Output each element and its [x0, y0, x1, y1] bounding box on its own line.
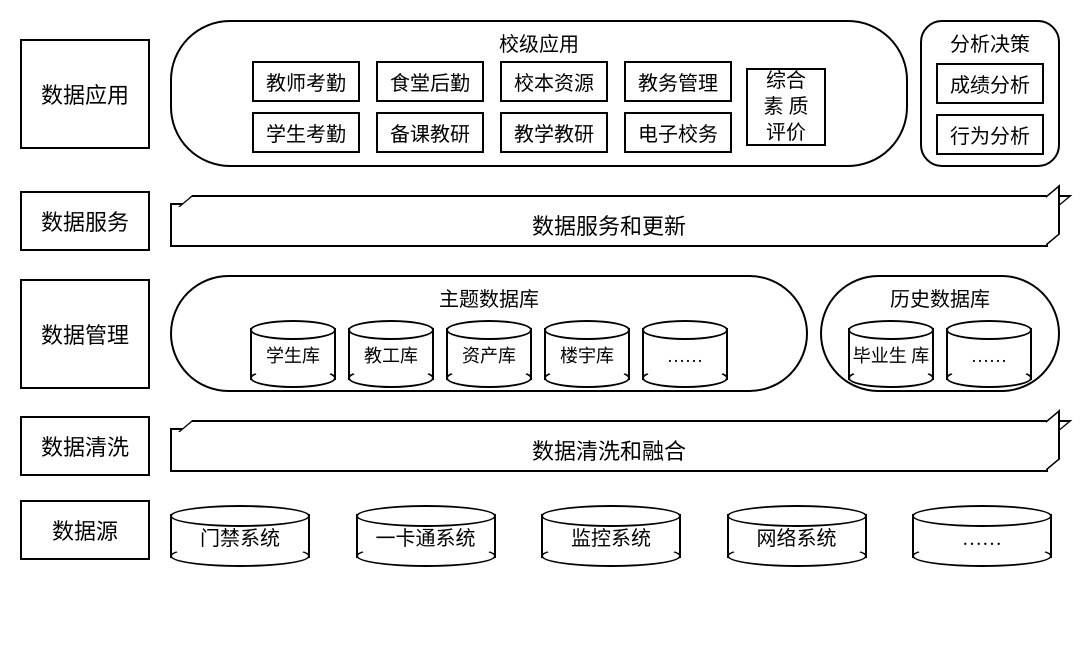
db-label: 毕业生 库: [853, 341, 930, 367]
app-box: 备课教研: [376, 112, 484, 153]
cleaning-bar: 数据清洗和融合: [170, 428, 1048, 472]
db-label: ……: [971, 341, 1007, 367]
source-label: ……: [962, 522, 1002, 550]
layer-label-application: 数据应用: [20, 39, 150, 149]
topic-db-group: 主题数据库 学生库 教工库 资产库 楼宇库 ……: [170, 275, 808, 392]
source-row: 门禁系统 一卡通系统 监控系统 网络系统 ……: [170, 502, 1060, 558]
school-app-title: 校级应用: [499, 28, 579, 57]
layer-label-management: 数据管理: [20, 279, 150, 389]
cleaning-bar-text: 数据清洗和融合: [532, 434, 686, 466]
history-db-group: 历史数据库 毕业生 库 ……: [820, 275, 1060, 392]
analysis-box: 成绩分析: [936, 63, 1044, 104]
source-label: 监控系统: [571, 522, 651, 550]
db-cylinder: 资产库: [446, 328, 532, 380]
source-label: 网络系统: [757, 522, 837, 550]
history-db-title: 历史数据库: [890, 283, 990, 312]
app-box: 教师考勤: [252, 61, 360, 102]
architecture-diagram: 数据应用 校级应用 教师考勤 食堂后勤 校本资源 教务管理 学生考勤 备课教研 …: [20, 20, 1060, 560]
app-box: 电子校务: [624, 112, 732, 153]
source-cylinder: 网络系统: [727, 514, 867, 558]
school-app-body: 教师考勤 食堂后勤 校本资源 教务管理 学生考勤 备课教研 教学教研 电子校务 …: [252, 61, 826, 153]
service-bar: 数据服务和更新: [170, 203, 1048, 247]
layer-application: 数据应用 校级应用 教师考勤 食堂后勤 校本资源 教务管理 学生考勤 备课教研 …: [20, 20, 1060, 167]
db-cylinder: 教工库: [348, 328, 434, 380]
source-cylinder: 监控系统: [541, 514, 681, 558]
app-box: 学生考勤: [252, 112, 360, 153]
db-cylinder: ……: [642, 328, 728, 380]
layer-label-source: 数据源: [20, 500, 150, 560]
service-bar-text: 数据服务和更新: [532, 209, 686, 241]
db-label: ……: [667, 341, 703, 367]
app-box: 教务管理: [624, 61, 732, 102]
layer-source: 数据源 门禁系统 一卡通系统 监控系统 网络系统 ……: [20, 500, 1060, 560]
layer-management: 数据管理 主题数据库 学生库 教工库 资产库 楼宇库 …… 历史数据库 毕业生 …: [20, 275, 1060, 392]
layer-cleaning: 数据清洗 数据清洗和融合: [20, 416, 1060, 476]
topic-db-title: 主题数据库: [439, 283, 539, 312]
school-app-grid: 教师考勤 食堂后勤 校本资源 教务管理 学生考勤 备课教研 教学教研 电子校务: [252, 61, 732, 153]
management-content: 主题数据库 学生库 教工库 资产库 楼宇库 …… 历史数据库 毕业生 库 ……: [170, 275, 1060, 392]
source-cylinder: 门禁系统: [170, 514, 310, 558]
layer-label-service: 数据服务: [20, 191, 150, 251]
history-db-row: 毕业生 库 ……: [848, 316, 1032, 380]
app-box: 校本资源: [500, 61, 608, 102]
app-box-tall: 综合素 质评价: [746, 68, 826, 146]
source-cylinder: 一卡通系统: [356, 514, 496, 558]
layer-service: 数据服务 数据服务和更新: [20, 191, 1060, 251]
db-cylinder: 毕业生 库: [848, 328, 934, 380]
topic-db-row: 学生库 教工库 资产库 楼宇库 ……: [250, 316, 728, 380]
db-label: 教工库: [364, 341, 418, 367]
school-app-group: 校级应用 教师考勤 食堂后勤 校本资源 教务管理 学生考勤 备课教研 教学教研 …: [170, 20, 908, 167]
source-label: 门禁系统: [200, 522, 280, 550]
analysis-stack: 成绩分析 行为分析: [936, 63, 1044, 155]
app-box: 教学教研: [500, 112, 608, 153]
analysis-group: 分析决策 成绩分析 行为分析: [920, 20, 1060, 167]
layer-label-cleaning: 数据清洗: [20, 416, 150, 476]
app-box: 食堂后勤: [376, 61, 484, 102]
db-cylinder: ……: [946, 328, 1032, 380]
analysis-box: 行为分析: [936, 114, 1044, 155]
application-content: 校级应用 教师考勤 食堂后勤 校本资源 教务管理 学生考勤 备课教研 教学教研 …: [170, 20, 1060, 167]
db-label: 楼宇库: [560, 341, 614, 367]
db-label: 资产库: [462, 341, 516, 367]
source-cylinder: ……: [912, 514, 1052, 558]
source-label: 一卡通系统: [376, 522, 476, 550]
analysis-title: 分析决策: [950, 28, 1030, 57]
db-label: 学生库: [266, 341, 320, 367]
db-cylinder: 楼宇库: [544, 328, 630, 380]
db-cylinder: 学生库: [250, 328, 336, 380]
